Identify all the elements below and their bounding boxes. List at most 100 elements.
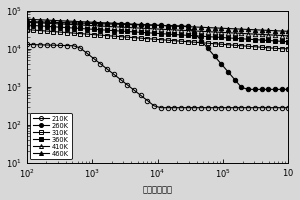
310K bbox=[179, 40, 183, 42]
260K bbox=[38, 21, 42, 23]
260K bbox=[125, 23, 129, 26]
310K bbox=[166, 39, 169, 41]
360K bbox=[186, 34, 190, 37]
260K bbox=[179, 25, 183, 27]
Legend: 210K, 260K, 310K, 360K, 410K, 460K: 210K, 260K, 310K, 360K, 410K, 460K bbox=[30, 113, 72, 159]
410K bbox=[92, 24, 95, 27]
210K bbox=[246, 106, 250, 109]
460K bbox=[119, 22, 122, 25]
460K bbox=[139, 23, 142, 26]
410K bbox=[72, 23, 75, 26]
210K bbox=[220, 106, 223, 109]
310K bbox=[25, 28, 28, 31]
210K bbox=[213, 106, 216, 109]
310K bbox=[159, 38, 163, 41]
260K bbox=[159, 24, 163, 27]
310K bbox=[286, 48, 290, 50]
260K bbox=[85, 22, 89, 24]
410K bbox=[220, 31, 223, 34]
260K bbox=[79, 22, 82, 24]
260K bbox=[273, 88, 277, 91]
360K bbox=[152, 32, 156, 34]
260K bbox=[52, 21, 55, 24]
410K bbox=[159, 28, 163, 30]
260K bbox=[246, 88, 250, 91]
310K bbox=[112, 35, 116, 37]
410K bbox=[65, 23, 69, 25]
260K bbox=[99, 22, 102, 25]
310K bbox=[45, 30, 49, 32]
410K bbox=[179, 29, 183, 31]
260K bbox=[146, 24, 149, 26]
460K bbox=[146, 24, 149, 26]
410K bbox=[260, 33, 263, 36]
410K bbox=[105, 25, 109, 28]
210K bbox=[65, 44, 69, 47]
410K bbox=[226, 31, 230, 34]
260K bbox=[206, 47, 210, 50]
360K bbox=[112, 29, 116, 32]
410K bbox=[119, 26, 122, 28]
260K bbox=[105, 23, 109, 25]
410K bbox=[152, 28, 156, 30]
360K bbox=[246, 38, 250, 40]
Line: 460K: 460K bbox=[24, 17, 291, 34]
260K bbox=[25, 20, 28, 23]
310K bbox=[233, 44, 236, 46]
360K bbox=[32, 24, 35, 27]
210K bbox=[280, 106, 284, 109]
310K bbox=[99, 34, 102, 36]
360K bbox=[280, 40, 284, 43]
410K bbox=[253, 33, 257, 35]
210K bbox=[186, 106, 190, 109]
260K bbox=[139, 24, 142, 26]
210K bbox=[240, 106, 243, 109]
210K bbox=[112, 73, 116, 76]
410K bbox=[206, 30, 210, 33]
360K bbox=[260, 39, 263, 41]
460K bbox=[112, 22, 116, 24]
260K bbox=[226, 71, 230, 73]
360K bbox=[45, 25, 49, 28]
Line: 260K: 260K bbox=[24, 19, 291, 92]
210K bbox=[45, 44, 49, 46]
310K bbox=[266, 47, 270, 49]
360K bbox=[206, 35, 210, 38]
260K bbox=[32, 21, 35, 23]
360K bbox=[38, 25, 42, 27]
210K bbox=[179, 106, 183, 109]
360K bbox=[273, 40, 277, 42]
260K bbox=[220, 63, 223, 65]
410K bbox=[58, 23, 62, 25]
410K bbox=[139, 27, 142, 29]
460K bbox=[206, 26, 210, 29]
460K bbox=[72, 20, 75, 23]
360K bbox=[139, 31, 142, 34]
310K bbox=[132, 36, 136, 39]
310K bbox=[253, 46, 257, 48]
310K bbox=[119, 35, 122, 38]
260K bbox=[65, 22, 69, 24]
310K bbox=[38, 29, 42, 32]
260K bbox=[240, 86, 243, 89]
460K bbox=[152, 24, 156, 26]
360K bbox=[179, 34, 183, 36]
460K bbox=[286, 30, 290, 33]
360K bbox=[25, 24, 28, 26]
310K bbox=[32, 29, 35, 31]
260K bbox=[200, 39, 203, 42]
360K bbox=[79, 27, 82, 30]
360K bbox=[233, 37, 236, 40]
410K bbox=[45, 22, 49, 24]
460K bbox=[280, 30, 284, 32]
210K bbox=[226, 106, 230, 109]
410K bbox=[172, 29, 176, 31]
360K bbox=[200, 35, 203, 37]
310K bbox=[92, 33, 95, 36]
260K bbox=[260, 88, 263, 91]
410K bbox=[193, 30, 196, 32]
460K bbox=[132, 23, 136, 25]
460K bbox=[25, 18, 28, 20]
410K bbox=[25, 21, 28, 23]
360K bbox=[85, 28, 89, 30]
